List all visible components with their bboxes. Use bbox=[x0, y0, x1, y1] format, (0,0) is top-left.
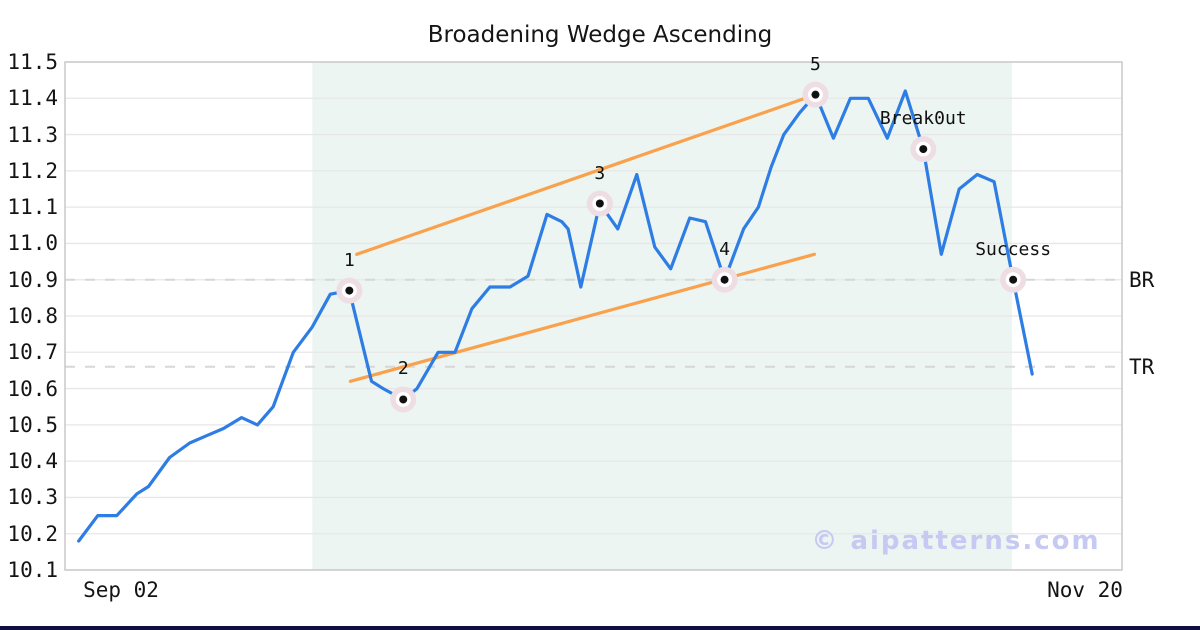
y-tick-label: 10.9 bbox=[7, 267, 58, 292]
marker-dot-2 bbox=[399, 395, 408, 404]
y-tick-label: 11.5 bbox=[7, 50, 58, 74]
y-tick-label: 11.0 bbox=[7, 231, 58, 256]
y-tick-label: 10.6 bbox=[7, 376, 58, 401]
upper-wedge-line bbox=[355, 93, 818, 256]
marker-label-5: 5 bbox=[810, 53, 821, 75]
y-tick-label: 11.4 bbox=[7, 86, 58, 111]
lower-wedge-line bbox=[348, 252, 817, 383]
y-tick-label: 10.2 bbox=[7, 521, 58, 546]
watermark: © aipatterns.com bbox=[811, 526, 1101, 556]
marker-dot-break0ut bbox=[919, 145, 928, 154]
marker-label-4: 4 bbox=[719, 238, 730, 260]
marker-label-success: Success bbox=[975, 238, 1052, 260]
marker-label-3: 3 bbox=[594, 162, 606, 184]
marker-label-break0ut: Break0ut bbox=[879, 108, 967, 130]
marker-label-2: 2 bbox=[397, 358, 409, 380]
y-tick-label: 10.5 bbox=[7, 412, 58, 437]
level-label-br: BR bbox=[1129, 267, 1155, 292]
y-tick-label: 10.4 bbox=[7, 449, 58, 474]
y-tick-label: 10.1 bbox=[7, 558, 58, 582]
y-tick-label: 10.7 bbox=[7, 340, 58, 365]
footer-bar bbox=[0, 626, 1200, 630]
chart-title: Broadening Wedge Ascending bbox=[427, 22, 773, 48]
x-tick-label: Sep 02 bbox=[83, 578, 159, 602]
marker-dot-1 bbox=[345, 286, 354, 295]
marker-dot-4 bbox=[720, 275, 729, 284]
marker-dot-5 bbox=[811, 90, 820, 99]
x-tick-label: Nov 20 bbox=[1047, 578, 1123, 602]
price-line bbox=[77, 89, 1034, 543]
marker-dot-3 bbox=[595, 199, 604, 208]
y-tick-label: 11.1 bbox=[7, 195, 58, 220]
y-tick-label: 11.3 bbox=[7, 122, 58, 147]
marker-dot-success bbox=[1009, 275, 1018, 284]
y-tick-label: 11.2 bbox=[7, 158, 58, 183]
y-tick-label: 10.8 bbox=[7, 304, 58, 328]
level-label-tr: TR bbox=[1129, 354, 1155, 379]
marker-label-1: 1 bbox=[343, 249, 355, 271]
y-tick-label: 10.3 bbox=[7, 485, 58, 510]
plot-border bbox=[64, 61, 1123, 571]
